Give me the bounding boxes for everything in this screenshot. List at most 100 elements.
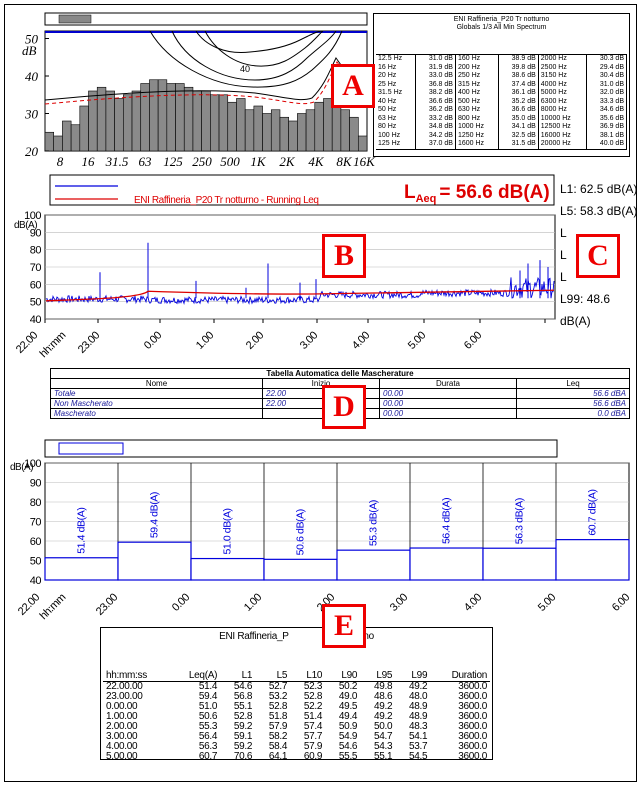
hourly-table-cell: 2.00.00 <box>106 721 138 732</box>
hourly-table-title: ENI Raffineria_PTr notturno <box>101 631 492 642</box>
timeline-x-tick-label: 2.00 <box>244 329 266 351</box>
hourly-table-cell: 56.4 <box>198 731 218 742</box>
hourly-bar-label: 60.7 dB(A) <box>587 489 599 535</box>
spectrum-bar <box>297 113 307 152</box>
timeline-y-tick-label: 70 <box>30 262 42 274</box>
hourly-y-tick-label: 70 <box>30 517 42 529</box>
hourly-table-cell: 50.2 <box>338 681 358 692</box>
spectrum-bar <box>149 79 159 152</box>
timeline-x-tick-label: 0.00 <box>142 329 164 351</box>
hourly-bar <box>555 539 630 581</box>
hourly-bar-label: 50.6 dB(A) <box>295 509 307 555</box>
spectrum-bar <box>105 90 115 152</box>
spectrum-table-row: 63 Hz 33.2 dB 800 Hz 35.0 dB 10000 Hz 35.6 dB <box>376 114 628 123</box>
spectrum-table-row: 12.5 Hz 31.0 dB 160 Hz 38.9 dB 2000 Hz 30.3 d… <box>376 54 628 64</box>
spectrum-y-ticks: 20 30 40 50 <box>24 32 49 159</box>
masking-cell: 0.0 dBA <box>516 408 630 419</box>
hourly-table-cell: 52.3 <box>303 681 323 692</box>
hourly-table-cell: 54.5 <box>408 751 428 762</box>
callout-c: C <box>576 234 620 278</box>
hourly-table-cell: 49.5 <box>338 701 358 712</box>
hourly-bar-label: 59.4 dB(A) <box>149 492 161 538</box>
callout-b: B <box>322 234 366 278</box>
hourly-table-cell: 22.00.00 <box>106 681 143 692</box>
timeline-y-unit: dB(A) <box>14 220 37 231</box>
hourly-x-tick-label: 0.00 <box>170 591 192 613</box>
hourly-table-cell: 3.00.00 <box>106 731 138 742</box>
spectrum-band-cell: 250 Hz <box>455 72 499 81</box>
spectrum-level-cell: 32.0 dB <box>586 89 628 98</box>
spectrum-band-cell: 1250 Hz <box>455 131 499 140</box>
hourly-table-cell: 55.1 <box>233 701 253 712</box>
spectrum-bar <box>357 135 368 152</box>
hourly-table-cell: 55.1 <box>373 751 393 762</box>
spectrum-bar <box>253 105 263 152</box>
hourly-table-row: 5.00.00 60.7 70.6 64.1 60.9 55.5 55.1 54.5 3600.… <box>103 752 490 762</box>
spectrum-level-cell: 34.2 dB <box>415 131 456 140</box>
spectrum-band-cell: 1000 Hz <box>455 123 499 132</box>
hourly-table-cell: 50.0 <box>373 721 393 732</box>
stat-l99: L99: 48.6 dB(A) <box>560 292 611 328</box>
spectrum-bar <box>349 116 359 152</box>
spectrum-band-cell: 100 Hz <box>376 131 416 140</box>
timeline-legend-label: ENI Raffineria_P20 Tr notturno - Running… <box>134 195 319 206</box>
spectrum-x-tick-label: 250 <box>192 154 212 169</box>
hourly-table-cell: 53.7 <box>408 741 428 752</box>
spectrum-level-cell: 36.6 dB <box>498 106 539 115</box>
hourly-table-cell: 49.4 <box>338 711 358 722</box>
spectrum-bar <box>279 116 289 152</box>
masking-cell: 56.6 dBA <box>516 398 630 409</box>
hourly-table-cell: 49.2 <box>373 701 393 712</box>
hourly-table-cell: 3600.0 <box>458 691 487 702</box>
spectrum-level-cell: 38.1 dB <box>586 131 628 140</box>
timeline-y-ticks: 40 50 60 70 80 90 100 <box>24 210 42 326</box>
timeline-y-tick-label: 90 <box>30 227 42 239</box>
timeline-x-tick-label: 1.00 <box>194 329 216 351</box>
spectrum-band-cell: 4000 Hz <box>538 80 587 89</box>
spectrum-band-cell: 3150 Hz <box>538 72 587 81</box>
hourly-table-row: 1.00.00 50.6 52.8 51.8 51.4 49.4 49.2 48.9 3600.… <box>103 712 490 722</box>
spectrum-band-cell: 31.5 Hz <box>376 89 416 98</box>
hourly-table-cell: 64.1 <box>268 751 288 762</box>
spectrum-contour-curve <box>44 57 368 101</box>
spectrum-level-cell: 39.8 dB <box>498 63 539 72</box>
spectrum-x-tick-label: 2K <box>279 154 296 169</box>
leq-annotation: LAeq = 56.6 dB(A) <box>404 182 550 205</box>
spectrum-band-cell: 630 Hz <box>455 106 499 115</box>
spectrum-level-cell: 36.2 dB <box>415 106 456 115</box>
hourly-x-tick-label: 3.00 <box>388 591 410 613</box>
spectrum-bar <box>331 101 342 152</box>
spectrum-band-cell: 125 Hz <box>376 140 416 149</box>
spectrum-level-cell: 33.2 dB <box>415 114 456 123</box>
spectrum-band-cell: 12.5 Hz <box>376 54 416 64</box>
spectrum-band-cell: 2500 Hz <box>538 63 587 72</box>
hourly-table-cell: 52.8 <box>268 701 288 712</box>
hourly-y-tick-label: 80 <box>30 497 42 509</box>
spectrum-bar <box>79 105 89 152</box>
hourly-y-tick-label: 40 <box>30 575 42 587</box>
spectrum-bar <box>157 79 168 152</box>
spectrum-level-cell: 30.4 dB <box>586 72 628 81</box>
hourly-table-cell: 55.5 <box>338 751 358 762</box>
spectrum-band-cell: 50 Hz <box>376 106 416 115</box>
hourly-table-cell: 48.9 <box>408 701 428 712</box>
hourly-bar <box>482 547 557 581</box>
hourly-table-cell: 49.0 <box>338 691 358 702</box>
hourly-table-cell: 51.4 <box>303 711 323 722</box>
spectrum-table-row: 20 Hz 33.0 dB 250 Hz 38.6 dB 3150 Hz 30.4 dB <box>376 72 628 81</box>
spectrum-band-cell: 20000 Hz <box>538 140 587 149</box>
masking-header-nome: Nome <box>50 378 263 389</box>
hourly-table-cell: 58.4 <box>268 741 288 752</box>
spectrum-x-tick-label: 31.5 <box>105 154 129 169</box>
spectrum-level-cell: 32.5 dB <box>498 131 539 140</box>
hourly-table-cell: 48.6 <box>373 691 393 702</box>
spectrum-bar <box>192 90 202 152</box>
hourly-table-cell: 56.8 <box>233 691 253 702</box>
spectrum-band-cell: 8000 Hz <box>538 106 587 115</box>
hourly-table-cell: 57.4 <box>303 721 323 732</box>
hourly-table-cell: 59.1 <box>233 731 253 742</box>
hourly-y-tick-label: 60 <box>30 536 42 548</box>
hourly-bar-label: 56.3 dB(A) <box>514 498 526 544</box>
timeline-y-tick-label: 60 <box>30 279 42 291</box>
spectrum-table-row: 50 Hz 36.2 dB 630 Hz 36.6 dB 8000 Hz 34.6 dB <box>376 106 628 115</box>
